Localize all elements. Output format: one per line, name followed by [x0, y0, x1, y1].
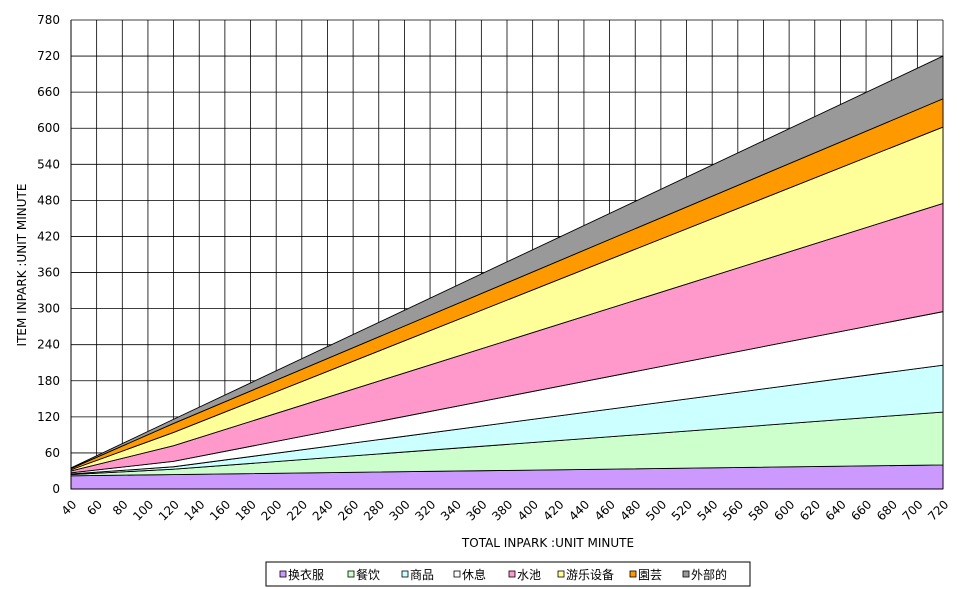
x-tick-label: 60 [84, 497, 105, 518]
legend-swatch [508, 570, 516, 578]
x-tick-label: 420 [541, 497, 567, 523]
legend-label: 商品 [410, 567, 434, 582]
x-tick-label: 520 [669, 497, 695, 523]
x-tick-label: 140 [181, 497, 207, 523]
y-tick-label: 360 [37, 266, 60, 280]
legend-label: 水池 [517, 568, 541, 582]
y-tick-label: 120 [37, 410, 60, 424]
legend-label: 换衣服 [288, 567, 324, 582]
legend-swatch [682, 570, 690, 578]
y-tick-label: 720 [37, 49, 60, 63]
x-tick-label: 580 [746, 497, 772, 523]
x-tick-label: 200 [258, 497, 284, 523]
x-tick-label: 360 [464, 497, 490, 523]
y-tick-label: 240 [37, 338, 60, 352]
x-tick-label: 620 [797, 497, 823, 523]
x-tick-label: 680 [874, 497, 900, 523]
x-tick-label: 480 [617, 497, 643, 523]
x-tick-label: 460 [592, 497, 618, 523]
legend-frame [265, 561, 751, 587]
y-tick-label: 0 [52, 482, 60, 496]
area-series [70, 20, 944, 490]
y-tick-label: 660 [37, 85, 60, 99]
legend-label: 休息 [462, 567, 486, 582]
y-tick-label: 780 [37, 13, 60, 27]
x-tick-label: 120 [156, 497, 182, 523]
x-tick-label: 560 [720, 497, 746, 523]
x-tick-label: 600 [771, 497, 797, 523]
x-tick-label: 260 [335, 497, 361, 523]
legend-label: 餐饮 [356, 567, 380, 582]
x-tick-label: 660 [848, 497, 874, 523]
legend-swatch [629, 570, 637, 578]
x-tick-label: 320 [412, 497, 438, 523]
x-axis-title: TOTAL INPARK :UNIT MINUTE [461, 536, 634, 550]
y-tick-label: 480 [37, 193, 60, 207]
x-tick-label: 180 [233, 497, 259, 523]
x-tick-label: 440 [566, 497, 592, 523]
legend-label: 外部的 [691, 567, 727, 582]
x-tick-label: 240 [310, 497, 336, 523]
x-tick-label: 40 [59, 497, 80, 518]
x-axis-ticks: 40 60 80 100 120 140 160 180 200 220 240 260 280 300 3… [59, 497, 952, 523]
y-tick-label: 300 [37, 302, 60, 316]
x-tick-label: 80 [110, 497, 131, 518]
x-tick-label: 220 [284, 497, 310, 523]
x-tick-label: 160 [207, 497, 233, 523]
x-tick-label: 280 [361, 497, 387, 523]
legend-swatch [453, 570, 461, 578]
legend-swatch [557, 570, 565, 578]
legend-swatch [347, 570, 355, 578]
legend-swatch [279, 570, 287, 578]
y-tick-label: 540 [37, 157, 60, 171]
legend-swatch [401, 570, 409, 578]
x-tick-label: 100 [130, 497, 156, 523]
x-tick-label: 340 [438, 497, 464, 523]
legend-label: 園芸 [638, 568, 662, 582]
y-tick-label: 420 [37, 229, 60, 243]
x-tick-label: 380 [489, 497, 515, 523]
x-tick-label: 300 [387, 497, 413, 523]
y-axis-title: ITEM INPARK :UNIT MINUTE [15, 184, 29, 347]
y-tick-label: 60 [45, 446, 60, 460]
x-tick-label: 700 [900, 497, 926, 523]
x-tick-label: 540 [694, 497, 720, 523]
x-tick-label: 500 [643, 497, 669, 523]
legend-label: 游乐设备 [566, 568, 614, 582]
y-axis-ticks: 0 60 120 180 240 300 360 420 480 540 600 660 720 780 [37, 13, 60, 496]
y-tick-label: 600 [37, 121, 60, 135]
x-tick-label: 720 [925, 497, 951, 523]
legend: 换衣服 餐饮 商品 休息 水池 游乐设备 園芸 外部的 [265, 561, 751, 587]
x-tick-label: 640 [823, 497, 849, 523]
y-tick-label: 180 [37, 374, 60, 388]
x-tick-label: 400 [515, 497, 541, 523]
